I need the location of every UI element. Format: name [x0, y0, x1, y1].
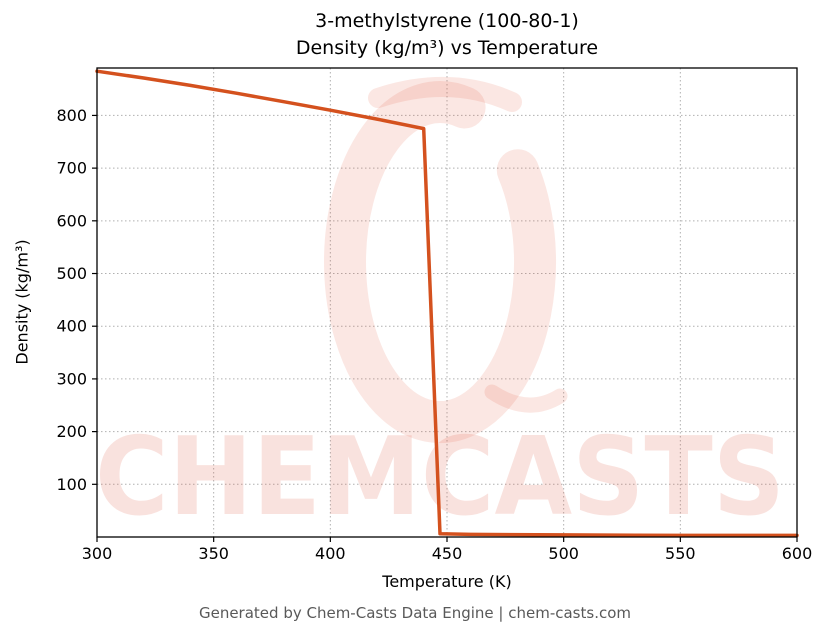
y-axis-label: Density (kg/m³) — [12, 239, 32, 365]
y-tick-label: 700 — [56, 159, 87, 178]
watermark-logo-swash-icon — [368, 77, 522, 112]
y-tick-label: 100 — [56, 475, 87, 494]
x-tick-label: 400 — [315, 544, 346, 563]
x-tick-label: 350 — [198, 544, 229, 563]
watermark-logo-tail-icon — [484, 384, 568, 413]
y-tick-label: 500 — [56, 264, 87, 283]
chart-title-block: 3-methylstyrene (100-80-1) Density (kg/m… — [97, 8, 797, 62]
chart-subtitle: Density (kg/m³) vs Temperature — [295, 37, 599, 59]
y-tick-label: 200 — [56, 422, 87, 441]
x-tick-label: 600 — [782, 544, 813, 563]
x-tick-label: 550 — [665, 544, 696, 563]
y-tick-label: 800 — [56, 106, 87, 125]
x-tick-label: 500 — [548, 544, 579, 563]
x-axis-label: Temperature (K) — [382, 572, 512, 591]
y-tick-label: 300 — [56, 369, 87, 388]
watermark-logo-icon — [324, 81, 556, 444]
y-tick-label: 600 — [56, 211, 87, 230]
chart-title: 3-methylstyrene (100-80-1) — [315, 10, 579, 32]
density-line — [95, 69, 799, 538]
x-tick-label: 450 — [432, 544, 463, 563]
footer-text: Generated by Chem-Casts Data Engine | ch… — [198, 604, 632, 622]
x-tick-label: 300 — [82, 544, 113, 563]
y-tick-label: 400 — [56, 317, 87, 336]
